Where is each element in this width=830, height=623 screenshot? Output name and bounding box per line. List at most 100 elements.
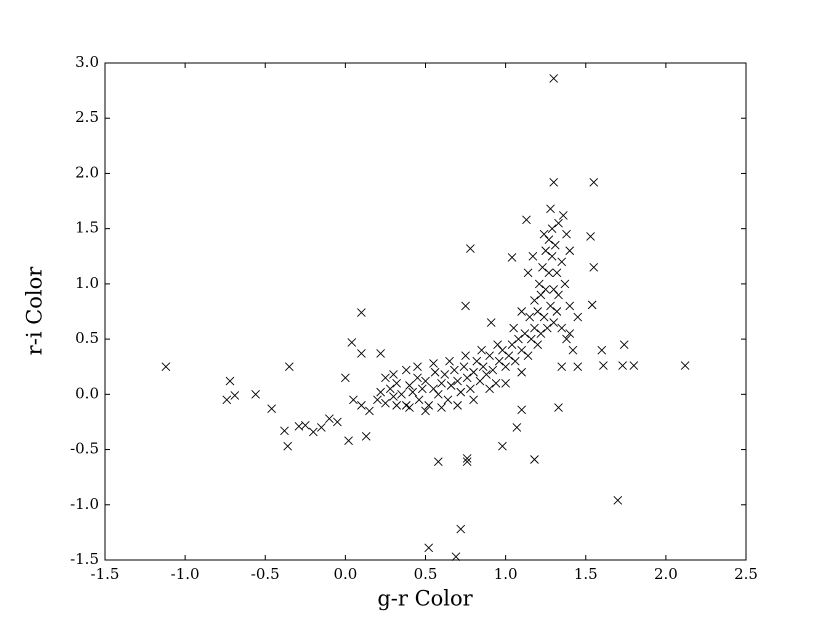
point-marker — [389, 370, 398, 379]
point-marker — [530, 455, 539, 464]
point-marker — [225, 376, 235, 386]
point-marker — [461, 301, 470, 311]
point-marker — [491, 378, 501, 388]
x-tick-label: -0.5 — [251, 565, 280, 583]
point-marker — [280, 426, 289, 436]
point-marker — [517, 307, 526, 316]
x-tick-label: 1.5 — [574, 565, 598, 583]
point-marker — [546, 204, 555, 214]
point-marker — [547, 251, 557, 261]
point-marker — [558, 211, 568, 220]
point-marker — [469, 367, 478, 377]
point-marker — [589, 263, 599, 272]
point-marker — [445, 356, 454, 366]
point-marker — [424, 401, 434, 410]
point-marker — [437, 378, 446, 388]
point-marker — [392, 401, 401, 410]
point-marker — [517, 345, 526, 355]
point-marker — [599, 361, 608, 370]
point-marker — [357, 349, 366, 358]
point-marker — [405, 381, 414, 390]
point-marker — [514, 334, 523, 344]
point-marker — [547, 224, 557, 233]
point-marker — [459, 362, 469, 372]
point-marker — [466, 244, 475, 253]
x-axis-label: g-r Color — [377, 587, 473, 611]
y-tick-label: 0.5 — [75, 329, 99, 347]
point-marker — [565, 246, 575, 256]
point-marker — [251, 390, 260, 399]
point-marker — [533, 340, 542, 349]
point-marker — [389, 392, 398, 401]
point-marker — [283, 441, 293, 451]
point-marker — [517, 405, 526, 415]
point-marker — [562, 229, 571, 239]
point-marker — [544, 268, 554, 278]
point-marker — [430, 367, 440, 377]
point-marker — [552, 307, 562, 316]
point-marker — [510, 356, 520, 366]
point-marker — [284, 362, 294, 372]
point-marker — [525, 312, 534, 322]
point-marker — [522, 215, 531, 225]
point-marker — [349, 395, 358, 405]
point-marker — [443, 395, 453, 405]
point-marker — [361, 431, 371, 441]
point-marker — [477, 345, 486, 355]
point-marker — [530, 296, 539, 305]
point-marker — [557, 323, 567, 333]
point-marker — [405, 403, 414, 412]
point-marker — [446, 381, 456, 390]
x-tick-label: -1.5 — [91, 565, 120, 583]
x-tick-label: -1.0 — [171, 565, 200, 583]
point-marker — [536, 329, 546, 338]
point-marker — [222, 395, 232, 405]
point-marker — [549, 318, 559, 327]
point-marker — [539, 229, 549, 239]
point-marker — [629, 361, 639, 370]
point-marker — [509, 323, 518, 333]
y-tick-label: -0.5 — [70, 440, 99, 458]
point-marker — [554, 403, 563, 412]
point-marker — [424, 543, 434, 553]
point-marker — [586, 232, 595, 241]
point-marker — [408, 387, 417, 397]
point-marker — [485, 384, 494, 394]
point-marker — [392, 378, 401, 388]
point-marker — [494, 356, 504, 366]
point-marker — [504, 351, 514, 360]
point-marker — [462, 454, 472, 463]
point-marker — [549, 74, 559, 83]
point-marker — [501, 378, 510, 388]
point-marker — [413, 362, 422, 372]
point-marker — [589, 177, 599, 187]
point-marker — [462, 373, 472, 383]
point-marker — [554, 218, 563, 228]
point-marker — [385, 384, 395, 394]
point-marker — [560, 279, 570, 289]
y-axis-label: r-i Color — [23, 266, 47, 356]
y-tick-label: -1.0 — [70, 495, 99, 513]
point-marker — [466, 384, 475, 394]
point-marker — [613, 496, 623, 505]
point-marker — [534, 279, 544, 289]
point-marker — [413, 373, 422, 383]
point-marker — [520, 329, 530, 338]
plot-frame — [104, 62, 747, 561]
point-marker — [618, 361, 627, 370]
y-tick-label: 2.0 — [75, 163, 99, 181]
point-marker — [381, 373, 390, 383]
point-marker — [482, 370, 491, 379]
point-marker — [456, 524, 466, 534]
y-tick-label: 1.0 — [75, 274, 99, 292]
point-marker — [453, 401, 462, 410]
point-marker — [450, 365, 459, 375]
y-tick-label: 0.0 — [75, 384, 99, 402]
point-marker — [546, 301, 555, 311]
point-marker — [397, 390, 406, 399]
point-marker — [680, 361, 690, 370]
point-marker — [472, 356, 482, 366]
point-marker — [456, 387, 466, 397]
point-marker — [587, 300, 597, 310]
